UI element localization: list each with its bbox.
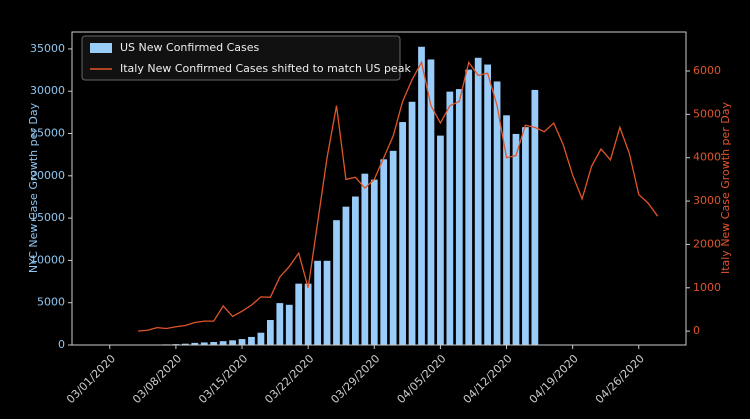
y2-tick-label: 4000 <box>693 151 721 164</box>
bar <box>398 121 407 346</box>
bar <box>474 56 483 346</box>
bar <box>237 338 247 346</box>
bar <box>247 336 256 346</box>
plot-frame <box>71 31 687 346</box>
bar <box>445 90 455 346</box>
bar <box>294 282 303 346</box>
y-tick-label: 25000 <box>30 127 65 140</box>
bar <box>285 303 294 346</box>
y-tick-label: 10000 <box>30 253 65 266</box>
y-tick-label: 30000 <box>30 84 65 97</box>
bar <box>370 178 379 346</box>
y2-tick-label: 6000 <box>693 64 721 77</box>
bar <box>303 282 313 346</box>
bar <box>483 63 492 346</box>
bar <box>313 260 322 346</box>
bar <box>388 150 398 346</box>
bar <box>455 88 464 346</box>
y2-tick-label: 5000 <box>693 107 721 120</box>
y2-tick-label: 0 <box>693 324 700 337</box>
bar <box>379 158 388 346</box>
legend-label: US New Confirmed Cases <box>120 41 260 54</box>
legend-label: Italy New Confirmed Cases shifted to mat… <box>120 62 411 75</box>
bar <box>209 341 218 346</box>
y2-tick-label: 3000 <box>693 194 721 207</box>
bar <box>256 331 266 346</box>
bar <box>436 134 445 346</box>
bar <box>322 260 332 346</box>
bar <box>407 100 417 346</box>
y2-axis-label: Italy New Case Growth per Day <box>719 101 732 274</box>
y-tick-label: 0 <box>58 338 65 351</box>
bar <box>351 195 360 346</box>
y-tick-label: 5000 <box>37 296 65 309</box>
bar <box>464 68 473 346</box>
y-axis-label: NYC New Case Growth per Day <box>27 102 40 273</box>
bar <box>341 205 351 346</box>
bar <box>511 133 521 346</box>
y-tick-label: 15000 <box>30 211 65 224</box>
y-tick-label: 35000 <box>30 42 65 55</box>
line <box>138 60 659 332</box>
y2-tick-label: 2000 <box>693 237 721 250</box>
bar <box>417 45 426 346</box>
bar <box>502 114 511 346</box>
legend-box <box>81 35 401 81</box>
bar <box>426 58 436 346</box>
bar <box>228 339 237 346</box>
bar <box>521 126 530 346</box>
bar <box>360 172 370 346</box>
legend-swatch <box>90 43 112 53</box>
bar <box>275 302 284 346</box>
bar <box>332 219 341 346</box>
bar <box>218 340 228 346</box>
y2-tick-label: 1000 <box>693 281 721 294</box>
y-tick-label: 20000 <box>30 169 65 182</box>
bar <box>266 319 275 346</box>
